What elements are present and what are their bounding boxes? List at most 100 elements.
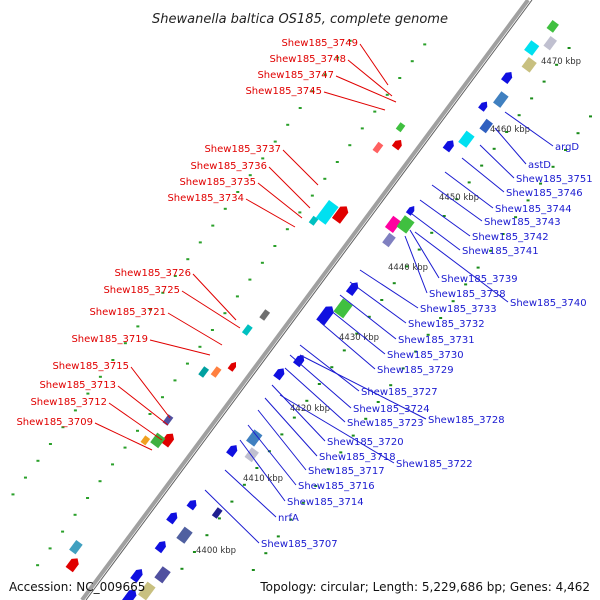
gene-block (166, 512, 178, 525)
tick-label: 4440 kbp (388, 263, 428, 273)
gene-label[interactable]: Shew185_3749 (281, 38, 358, 49)
gene-label[interactable]: Shew185_3724 (353, 404, 430, 415)
gene-label[interactable]: Shew185_3729 (377, 365, 454, 376)
gene-label[interactable]: astD (528, 160, 551, 171)
gene-box (198, 366, 210, 378)
gene-block (186, 499, 197, 511)
leader-line (282, 149, 319, 186)
gene-label[interactable]: Shew185_3731 (398, 335, 475, 346)
tick-dot (467, 181, 471, 184)
gene-label[interactable]: Shew185_3718 (319, 452, 396, 463)
tick-dot (489, 249, 493, 252)
tick-dot (198, 345, 202, 348)
gene-block (391, 139, 402, 151)
gene-label[interactable]: Shew185_3739 (441, 274, 518, 285)
map-title: Shewanella baltica OS185, complete genom… (152, 12, 448, 27)
gene-label[interactable]: Shew185_3713 (39, 380, 116, 391)
gene-box (211, 507, 223, 519)
tick-dot (389, 384, 393, 387)
gene-label[interactable]: Shew185_3719 (71, 334, 148, 345)
leader-line (268, 166, 311, 209)
tick-dot (410, 60, 414, 63)
gene-label[interactable]: Shew185_3732 (408, 319, 485, 330)
gene-label[interactable]: Shew185_3712 (30, 397, 107, 408)
gene-block (405, 205, 415, 216)
gene-block (259, 309, 271, 321)
gene-label[interactable]: Shew185_3727 (361, 387, 438, 398)
leader-line (409, 229, 440, 279)
gene-label[interactable]: Shew185_3730 (387, 350, 464, 361)
tick-dot (36, 459, 40, 462)
tick-label: 4410 kbp (243, 474, 283, 484)
tick-dot (311, 90, 315, 93)
gene-label[interactable]: Shew185_3717 (308, 466, 385, 477)
gene-arrow (273, 368, 285, 381)
gene-label[interactable]: Shew185_3747 (257, 70, 334, 81)
gene-label[interactable]: Shew185_3726 (114, 268, 191, 279)
tick-dot (417, 248, 421, 251)
gene-label[interactable]: Shew185_3715 (52, 361, 129, 372)
gene-block (69, 539, 83, 555)
gene-label[interactable]: Shew185_3720 (327, 437, 404, 448)
gene-label[interactable]: Shew185_3738 (429, 289, 506, 300)
tick-dot (364, 417, 368, 420)
tick-labels: 4400 kbp 4410 kbp 4420 kbp 4430 kbp 4440… (196, 57, 581, 556)
gene-label[interactable]: Shew185_3746 (506, 188, 583, 199)
gene-label[interactable]: Shew185_3723 (347, 418, 424, 429)
gene-box (176, 526, 193, 544)
gene-box (521, 57, 537, 73)
tick-dot (414, 350, 418, 353)
gene-block (521, 57, 537, 73)
leader-line (181, 290, 241, 329)
gene-label[interactable]: Shew185_3748 (269, 54, 346, 65)
leader-line (347, 59, 393, 97)
gene-arrow (501, 71, 513, 85)
gene-label[interactable]: Shew185_3734 (167, 193, 244, 204)
tick-dot (136, 429, 140, 432)
gene-label[interactable]: Shew185_3714 (287, 497, 364, 508)
gene-block (246, 429, 263, 447)
gene-label[interactable]: Shew185_3721 (89, 307, 166, 318)
tick-label: 4400 kbp (196, 546, 236, 556)
tick-dot (348, 144, 352, 147)
gene-block (244, 447, 259, 463)
gene-block (211, 507, 223, 519)
tick-dot (392, 282, 396, 285)
gene-label[interactable]: Shew185_3744 (495, 204, 572, 215)
gene-label[interactable]: Shew185_3716 (298, 481, 375, 492)
gene-label[interactable]: Shew185_3735 (179, 177, 256, 188)
gene-label[interactable]: Shew185_3737 (204, 144, 281, 155)
tick-dot (326, 468, 330, 471)
gene-label[interactable]: Shew185_3751 (516, 174, 593, 185)
gene-box (140, 435, 151, 446)
gene-box (150, 432, 166, 449)
gene-label[interactable]: Shew185_3736 (190, 161, 267, 172)
gene-label[interactable]: Shew185_3709 (16, 417, 93, 428)
gene-block (176, 526, 193, 544)
gene-label[interactable]: Shew185_3741 (462, 246, 539, 257)
tick-dot (248, 278, 252, 281)
gene-label[interactable]: Shew185_3743 (484, 217, 561, 228)
gene-label[interactable]: Shew185_3722 (396, 459, 473, 470)
gene-label[interactable]: nrfA (278, 513, 299, 524)
gene-label[interactable]: Shew185_3725 (103, 285, 180, 296)
gene-label[interactable]: Shew185_3707 (261, 539, 338, 550)
tick-dot (426, 333, 430, 336)
gene-label[interactable]: Shew185_3740 (510, 298, 587, 309)
gene-label[interactable]: Shew185_3745 (245, 86, 322, 97)
gene-label[interactable]: Shew185_3728 (428, 415, 505, 426)
gene-arrow (391, 139, 402, 151)
leader-line (349, 281, 407, 324)
tick-dot (251, 569, 255, 571)
tick-dot (530, 97, 534, 100)
gene-label[interactable]: Shew185_3733 (420, 304, 497, 315)
tick-rails (11, 39, 593, 571)
gene-block (396, 215, 415, 234)
gene-label[interactable]: argD (555, 142, 579, 153)
gene-label[interactable]: Shew185_3742 (472, 232, 549, 243)
leader-line (130, 366, 171, 419)
gene-box (154, 566, 171, 584)
tick-dot (373, 110, 377, 113)
gene-block (333, 298, 353, 319)
